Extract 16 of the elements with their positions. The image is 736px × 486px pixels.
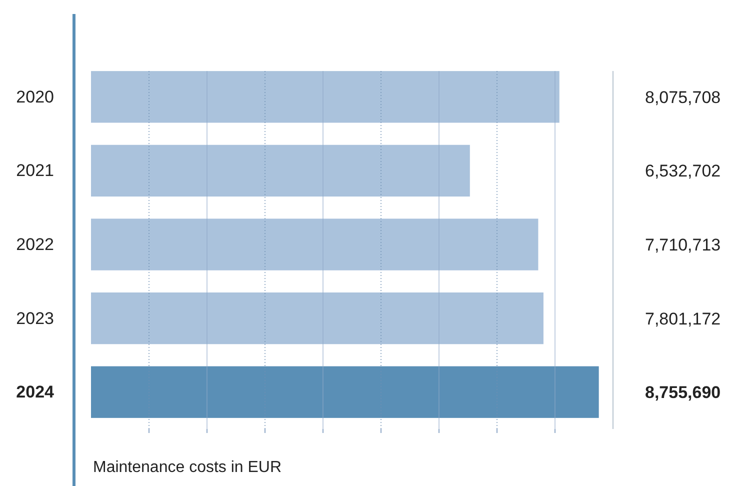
data-label: 7,710,713	[645, 235, 721, 254]
text: Maintenance costs in EUR	[93, 459, 282, 476]
data-label: 8,075,708	[645, 88, 721, 107]
y-tick-label: 2023	[16, 308, 54, 328]
bar	[91, 292, 544, 344]
y-tick-label: 2021	[16, 161, 54, 180]
bar	[91, 144, 470, 197]
data-label: 8,755,690	[645, 383, 721, 402]
bar	[91, 218, 538, 270]
bar	[91, 71, 560, 123]
y-tick-label: 2024	[16, 382, 55, 402]
data-label: 7,801,172	[645, 309, 721, 328]
data-label: 6,532,702	[645, 162, 721, 181]
bar	[91, 366, 599, 418]
y-tick-label: 2022	[16, 234, 54, 254]
y-tick-label: 2020	[16, 87, 54, 106]
